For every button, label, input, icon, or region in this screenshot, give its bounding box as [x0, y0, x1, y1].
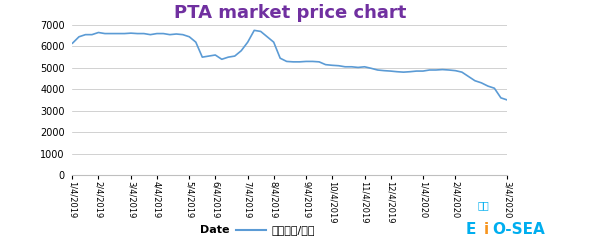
Title: PTA market price chart: PTA market price chart — [174, 4, 406, 22]
Text: Date: Date — [200, 225, 230, 235]
Text: O-SEA: O-SEA — [492, 222, 545, 238]
Text: 价格（元/吨）: 价格（元/吨） — [272, 225, 315, 235]
Text: i: i — [484, 222, 489, 238]
Text: E: E — [466, 222, 477, 238]
Text: 磐海: 磐海 — [477, 200, 489, 210]
